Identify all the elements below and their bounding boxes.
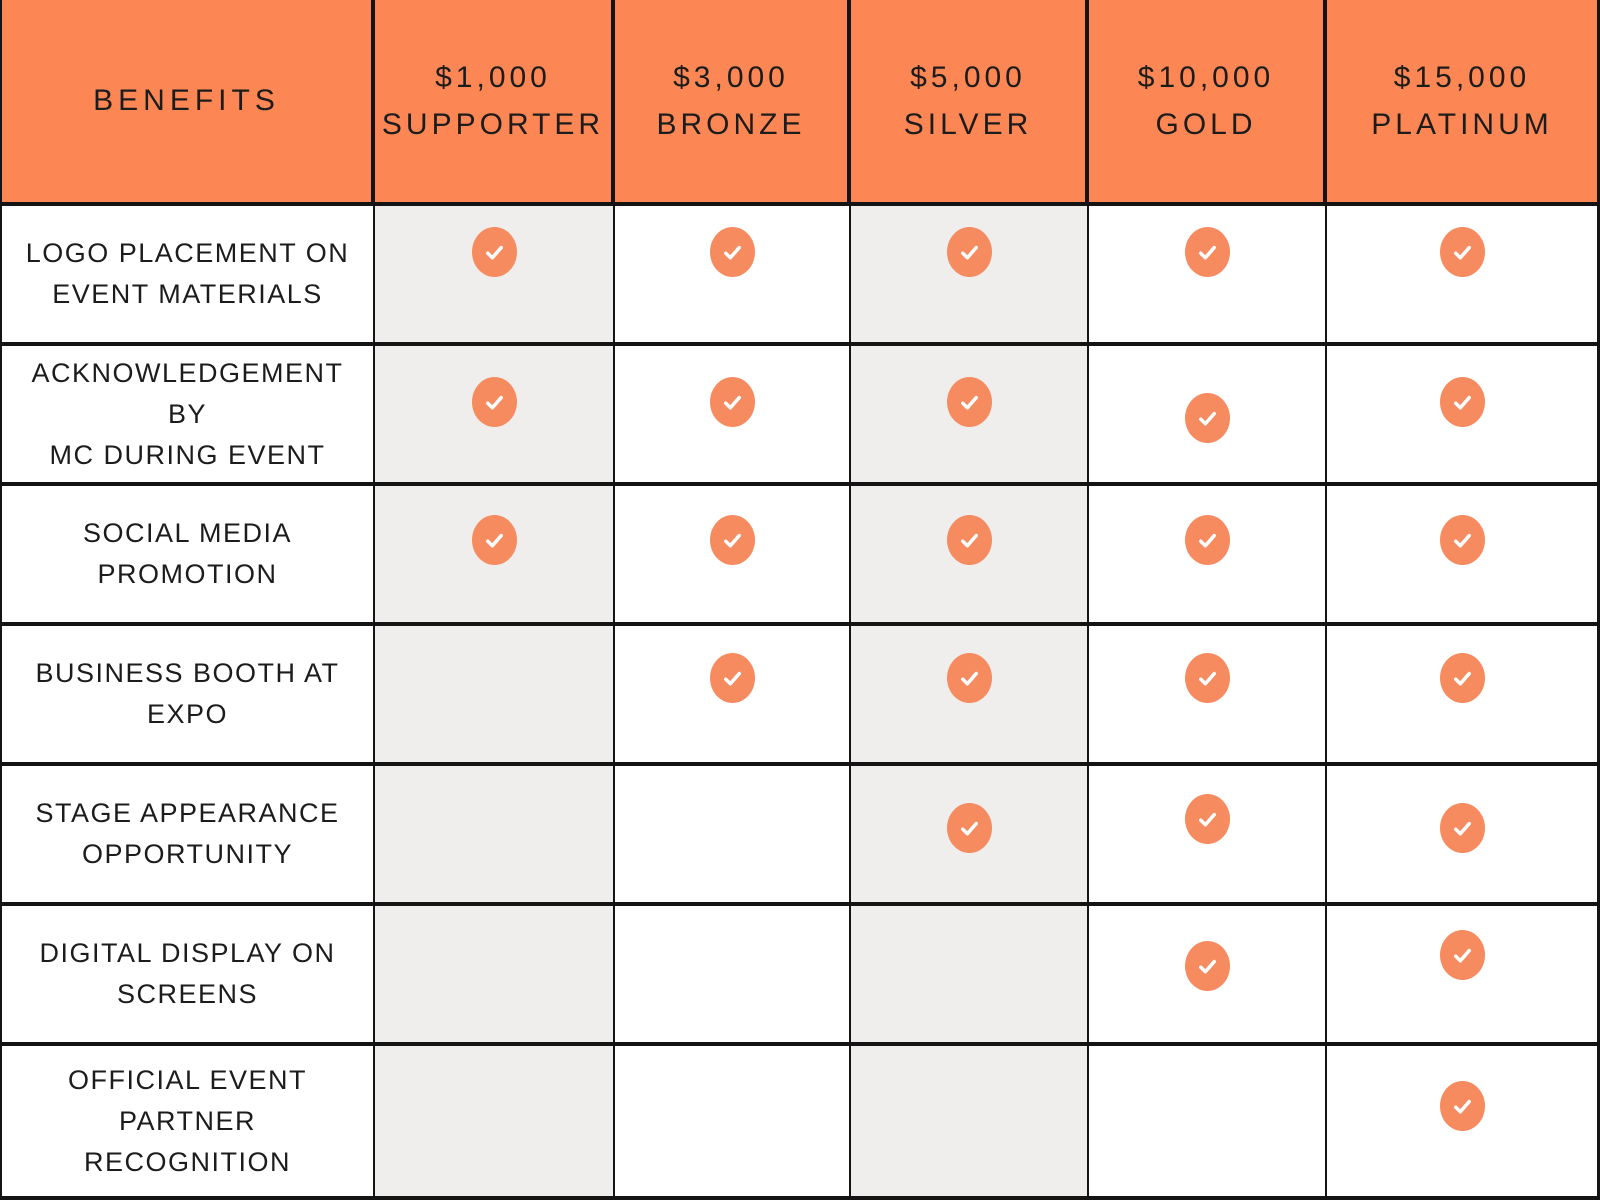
tier-header-cell-gold: $10,000 GOLD	[1089, 0, 1327, 202]
benefit-cell-included	[1327, 482, 1597, 622]
benefit-cell-included	[615, 342, 851, 482]
benefit-cell-included	[851, 482, 1089, 622]
tier-price: $10,000	[1137, 61, 1275, 94]
benefit-cell-included	[1327, 202, 1597, 342]
check-icon	[471, 377, 517, 427]
benefit-cell-empty	[851, 902, 1089, 1042]
benefit-label: SOCIAL MEDIA PROMOTION	[2, 482, 375, 622]
tier-name: SUPPORTER	[381, 108, 605, 141]
benefit-cell-empty	[375, 762, 615, 902]
benefit-cell-included	[1089, 902, 1327, 1042]
benefit-label: DIGITAL DISPLAY ON SCREENS	[2, 902, 375, 1042]
check-icon	[1184, 515, 1230, 565]
benefit-cell-included	[615, 202, 851, 342]
benefit-cell-included	[1327, 762, 1597, 902]
benefits-header-cell: BENEFITS	[2, 0, 375, 202]
tier-price: $15,000	[1393, 61, 1531, 94]
check-icon	[709, 377, 755, 427]
check-icon	[1184, 653, 1230, 703]
check-icon	[1439, 653, 1485, 703]
check-icon	[1184, 794, 1230, 844]
check-icon	[709, 227, 755, 277]
check-icon	[946, 227, 992, 277]
benefit-label: STAGE APPEARANCE OPPORTUNITY	[2, 762, 375, 902]
benefit-cell-empty	[1089, 1042, 1327, 1196]
benefit-cell-included	[375, 202, 615, 342]
benefit-cell-included	[1089, 482, 1327, 622]
benefit-cell-empty	[375, 622, 615, 762]
benefit-cell-empty	[375, 902, 615, 1042]
check-icon	[709, 515, 755, 565]
check-icon	[471, 227, 517, 277]
benefit-cell-included	[615, 622, 851, 762]
benefit-cell-included	[1327, 342, 1597, 482]
benefit-cell-included	[375, 342, 615, 482]
benefit-cell-included	[1327, 1042, 1597, 1196]
benefit-cell-included	[375, 482, 615, 622]
benefit-cell-included	[1089, 202, 1327, 342]
benefit-label: BUSINESS BOOTH AT EXPO	[2, 622, 375, 762]
table-row: OFFICIAL EVENT PARTNER RECOGNITION	[2, 1042, 1597, 1196]
tier-header-cell-bronze: $3,000 BRONZE	[615, 0, 851, 202]
check-icon	[1439, 803, 1485, 853]
benefit-label: LOGO PLACEMENT ON EVENT MATERIALS	[2, 202, 375, 342]
tier-header-cell-supporter: $1,000 SUPPORTER	[375, 0, 615, 202]
header-row: BENEFITS $1,000 SUPPORTER $3,000 BRONZE …	[2, 0, 1597, 202]
benefit-cell-included	[851, 622, 1089, 762]
benefit-label: OFFICIAL EVENT PARTNER RECOGNITION	[2, 1042, 375, 1196]
tier-header-cell-platinum: $15,000 PLATINUM	[1327, 0, 1597, 202]
check-icon	[1184, 227, 1230, 277]
benefit-cell-empty	[615, 1042, 851, 1196]
check-icon	[946, 653, 992, 703]
table-row: LOGO PLACEMENT ON EVENT MATERIALS	[2, 202, 1597, 342]
check-icon	[471, 515, 517, 565]
table-row: SOCIAL MEDIA PROMOTION	[2, 482, 1597, 622]
tier-name: GOLD	[1155, 108, 1257, 141]
check-icon	[946, 377, 992, 427]
benefit-cell-included	[851, 762, 1089, 902]
check-icon	[946, 515, 992, 565]
benefit-cell-empty	[615, 902, 851, 1042]
benefit-cell-included	[1327, 902, 1597, 1042]
benefit-cell-included	[851, 342, 1089, 482]
benefit-cell-empty	[615, 762, 851, 902]
benefit-label: ACKNOWLEDGEMENT BY MC DURING EVENT	[2, 342, 375, 482]
tier-price: $3,000	[673, 61, 789, 94]
table-row: BUSINESS BOOTH AT EXPO	[2, 622, 1597, 762]
check-icon	[1439, 1081, 1485, 1131]
check-icon	[1439, 515, 1485, 565]
check-icon	[1184, 393, 1230, 443]
check-icon	[1439, 377, 1485, 427]
check-icon	[1439, 227, 1485, 277]
tier-header-cell-silver: $5,000 SILVER	[851, 0, 1089, 202]
table-row: DIGITAL DISPLAY ON SCREENS	[2, 902, 1597, 1042]
check-icon	[709, 653, 755, 703]
benefit-cell-included	[1089, 762, 1327, 902]
benefit-cell-empty	[375, 1042, 615, 1196]
table-row: STAGE APPEARANCE OPPORTUNITY	[2, 762, 1597, 902]
table-row: ACKNOWLEDGEMENT BY MC DURING EVENT	[2, 342, 1597, 482]
benefit-cell-included	[615, 482, 851, 622]
tier-name: PLATINUM	[1371, 108, 1553, 141]
benefit-cell-included	[1327, 622, 1597, 762]
check-icon	[1184, 941, 1230, 991]
tier-name: SILVER	[903, 108, 1033, 141]
check-icon	[1439, 930, 1485, 980]
benefit-cell-included	[1089, 622, 1327, 762]
tier-price: $5,000	[910, 61, 1026, 94]
benefit-cell-empty	[851, 1042, 1089, 1196]
tier-name: BRONZE	[656, 108, 806, 141]
check-icon	[946, 803, 992, 853]
tier-price: $1,000	[435, 61, 551, 94]
benefit-cell-included	[1089, 342, 1327, 482]
benefit-cell-included	[851, 202, 1089, 342]
